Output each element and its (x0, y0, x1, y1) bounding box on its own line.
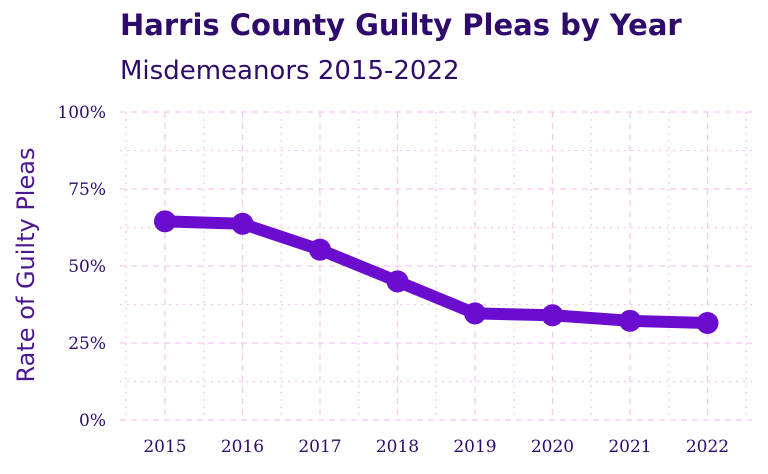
series-line-group (154, 210, 719, 334)
y-tick-label: 0% (79, 411, 106, 431)
data-point (541, 304, 564, 327)
grid-lines (120, 111, 752, 421)
chart-title: Harris County Guilty Pleas by Year (120, 8, 682, 42)
x-tick-label: 2021 (608, 437, 651, 457)
data-point (231, 212, 254, 235)
x-tick-label: 2020 (531, 437, 574, 457)
x-tick-label: 2018 (376, 437, 419, 457)
x-tick-label: 2022 (686, 437, 729, 457)
y-tick-label: 50% (68, 257, 106, 277)
data-point (696, 311, 719, 334)
data-point (464, 302, 486, 325)
data-point (619, 309, 641, 332)
x-tick-label: 2017 (298, 437, 341, 457)
y-tick-label: 75% (68, 180, 106, 200)
x-tick-label: 2015 (143, 437, 186, 457)
data-point (386, 270, 409, 293)
x-tick-label: 2016 (221, 437, 264, 457)
x-axis-ticks: 2015 2016 2017 2018 2019 2020 2021 2022 (143, 437, 729, 457)
y-axis-label: Rate of Guilty Pleas (12, 148, 40, 383)
y-axis-ticks: 0% 25% 50% 75% 100% (57, 103, 106, 431)
data-point (309, 238, 331, 261)
series-line (159, 215, 714, 329)
y-tick-label: 100% (57, 103, 106, 123)
chart-subtitle: Misdemeanors 2015-2022 (120, 56, 460, 86)
data-point (154, 210, 176, 233)
x-tick-label: 2019 (453, 437, 496, 457)
y-tick-label: 25% (68, 334, 106, 354)
